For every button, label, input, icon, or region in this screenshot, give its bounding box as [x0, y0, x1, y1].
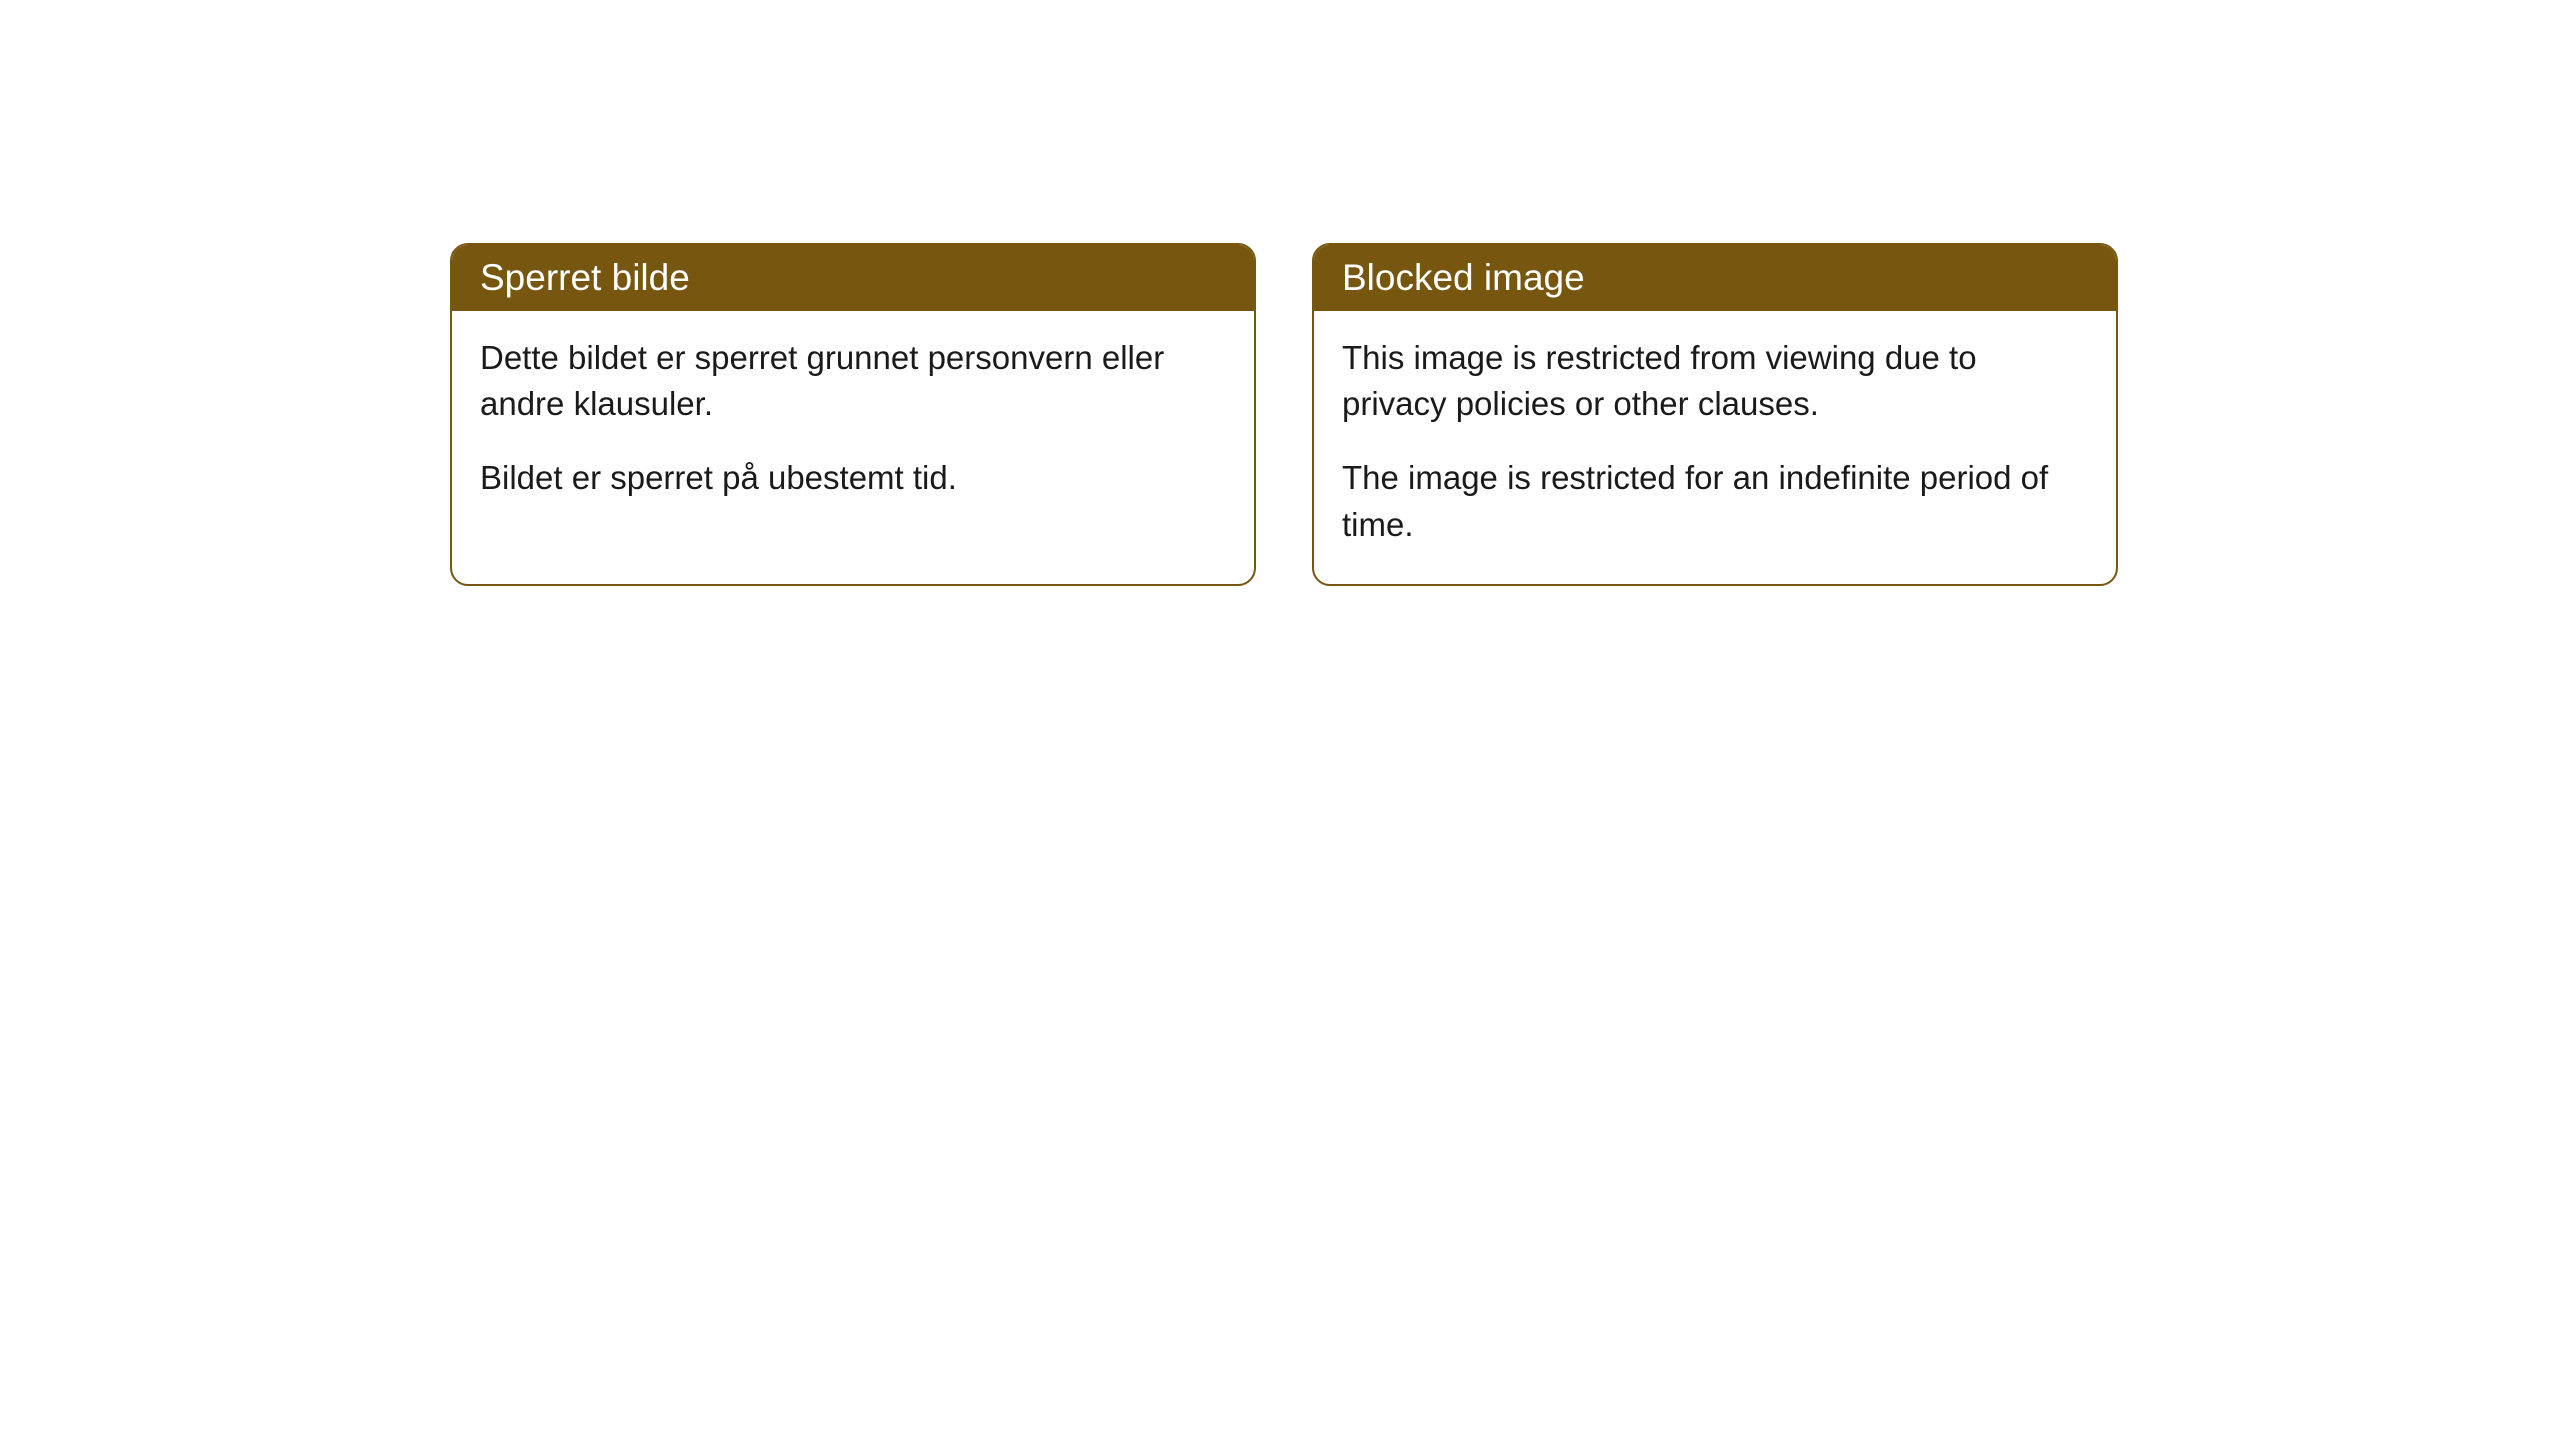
card-paragraph: This image is restricted from viewing du…	[1342, 335, 2088, 427]
card-body: Dette bildet er sperret grunnet personve…	[452, 311, 1254, 538]
card-body: This image is restricted from viewing du…	[1314, 311, 2116, 584]
card-title: Blocked image	[1342, 257, 1585, 298]
notice-cards-container: Sperret bilde Dette bildet er sperret gr…	[450, 243, 2118, 586]
card-title: Sperret bilde	[480, 257, 690, 298]
card-paragraph: Dette bildet er sperret grunnet personve…	[480, 335, 1226, 427]
card-paragraph: The image is restricted for an indefinit…	[1342, 455, 2088, 547]
card-paragraph: Bildet er sperret på ubestemt tid.	[480, 455, 1226, 501]
card-header: Sperret bilde	[452, 245, 1254, 311]
card-header: Blocked image	[1314, 245, 2116, 311]
notice-card-norwegian: Sperret bilde Dette bildet er sperret gr…	[450, 243, 1256, 586]
notice-card-english: Blocked image This image is restricted f…	[1312, 243, 2118, 586]
